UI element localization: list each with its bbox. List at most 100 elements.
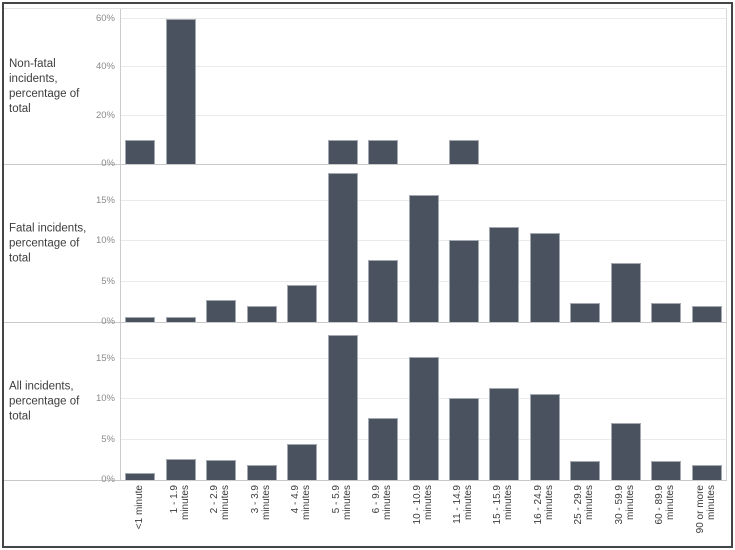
x-tick-label: 10 - 10.9 minutes (403, 485, 443, 549)
x-tick-label: 3 - 3.9 minutes (241, 485, 281, 549)
x-tick-label-line: minutes (422, 485, 434, 521)
y-tick-label: 5% (101, 433, 115, 445)
bar (691, 464, 722, 480)
x-tick-label-line: 5 - 5.9 (330, 485, 342, 514)
x-tick-label-line: minutes (463, 485, 474, 521)
chart-panel: All incidents, percentage of total 0% 5% 10… (4, 323, 727, 485)
panel-rows: Non-fatal incidents, percentage of total… (4, 8, 727, 485)
row-label: All incidents, percentage of total (9, 380, 80, 422)
y-tick-label: 60% (95, 12, 115, 24)
bar (529, 233, 560, 322)
x-axis-labels: <1 minute 1 - 1.9 minutes 2 - 2.9 minutes 3 -… (120, 481, 727, 547)
bar (691, 305, 722, 322)
x-tick-label-line: minutes (179, 485, 191, 521)
bar (368, 417, 398, 480)
row-label: Fatal incidents, percentage of total (9, 222, 87, 264)
x-tick-label-line: minutes (382, 485, 393, 521)
x-tick-label-line: minutes (705, 485, 717, 521)
x-tick-label-line: minutes (220, 485, 232, 521)
plot-area (120, 165, 727, 322)
gridline (121, 66, 726, 68)
x-tick-label: 90 or more minutes (686, 485, 726, 549)
bar (327, 335, 358, 480)
x-tick-label: 2 - 2.9 minutes (200, 485, 240, 549)
x-tick-label-line: 4 - 4.9 (290, 485, 302, 514)
small-multiples-bar-chart: Non-fatal incidents, percentage of total… (4, 4, 731, 546)
y-tick-label: 40% (95, 61, 115, 73)
bar (651, 460, 682, 480)
x-tick-label-line: 1 - 1.9 (168, 485, 180, 514)
gridline (121, 114, 726, 116)
bar (489, 387, 520, 480)
bar (287, 444, 318, 480)
bar (570, 461, 601, 480)
bar (206, 300, 237, 322)
bar (529, 394, 560, 480)
x-tick-label-line: minutes (503, 485, 515, 521)
panel-label-column: Fatal incidents, percentage of total 0% 5%… (4, 165, 120, 326)
x-tick-label: 11 - 14.9 minutes (443, 485, 483, 549)
x-tick-label: 4 - 4.9 minutes (281, 485, 321, 549)
bar (246, 464, 277, 480)
x-tick-label: 5 - 5.9 minutes (322, 485, 362, 549)
x-tick-label-line: 30 - 59.9 (613, 485, 625, 525)
y-tick-label: 15% (95, 352, 115, 364)
x-tick-label-line: minutes (301, 485, 313, 521)
gridline (121, 17, 726, 19)
panel-label-column: All incidents, percentage of total 0% 5% 10… (4, 323, 120, 484)
bar (327, 173, 358, 322)
y-tick-label: 10% (95, 393, 115, 405)
chart-panel: Non-fatal incidents, percentage of total… (4, 8, 727, 169)
panel-label-column: Non-fatal incidents, percentage of total… (4, 9, 120, 168)
x-tick-label-line: minutes (543, 485, 555, 521)
bar (125, 472, 156, 480)
x-tick-label: 16 - 24.9 minutes (524, 485, 564, 549)
bar (610, 422, 641, 480)
bar (165, 18, 196, 164)
plot-area (120, 323, 727, 480)
x-tick-label: <1 minute (119, 485, 159, 549)
x-tick-label-line: 2 - 2.9 (209, 485, 221, 514)
x-tick-label: 30 - 59.9 minutes (605, 485, 645, 549)
bar (489, 226, 520, 322)
x-tick-label: 6 - 9.9 minutes (362, 485, 402, 549)
bar (327, 139, 358, 164)
bar (449, 139, 479, 164)
bar (206, 459, 237, 480)
x-tick-label-line: <1 minute (133, 485, 145, 530)
bar (449, 397, 479, 480)
x-tick-label: 60 - 89.9 minutes (645, 485, 685, 549)
y-tick-label: 15% (95, 194, 115, 206)
x-tick-label-line: 15 - 15.9 (492, 485, 504, 525)
bar (368, 259, 398, 322)
chart-panel: Fatal incidents, percentage of total 0% 5%… (4, 165, 727, 327)
row-label: Non-fatal incidents, percentage of total (9, 57, 80, 115)
x-tick-label-line: minutes (624, 485, 636, 521)
y-tick-label: 0% (101, 474, 115, 485)
x-tick-label: 1 - 1.9 minutes (160, 485, 200, 549)
x-tick-label-line: 10 - 10.9 (411, 485, 423, 525)
y-tick-label: 0% (101, 158, 115, 169)
x-tick-label-line: 16 - 24.9 (532, 485, 544, 525)
bar (125, 317, 156, 322)
y-tick-label: 5% (101, 275, 115, 287)
bar (368, 139, 398, 164)
bar (165, 317, 196, 322)
y-tick-label: 20% (95, 109, 115, 121)
x-tick-label-line: minutes (341, 485, 353, 521)
bar (610, 262, 641, 322)
x-tick-label-line: minutes (260, 485, 272, 521)
plot-area (120, 9, 727, 164)
bar (570, 302, 601, 322)
bar (125, 139, 156, 164)
y-tick-label: 0% (101, 316, 115, 327)
bar (287, 284, 318, 322)
bar (651, 302, 682, 322)
x-tick-label-line: 3 - 3.9 (249, 485, 261, 514)
bar (246, 305, 277, 322)
x-tick-label-line: 90 or more (694, 485, 706, 534)
bar (408, 357, 439, 480)
bar (408, 194, 439, 322)
x-tick-label-line: minutes (665, 485, 677, 521)
